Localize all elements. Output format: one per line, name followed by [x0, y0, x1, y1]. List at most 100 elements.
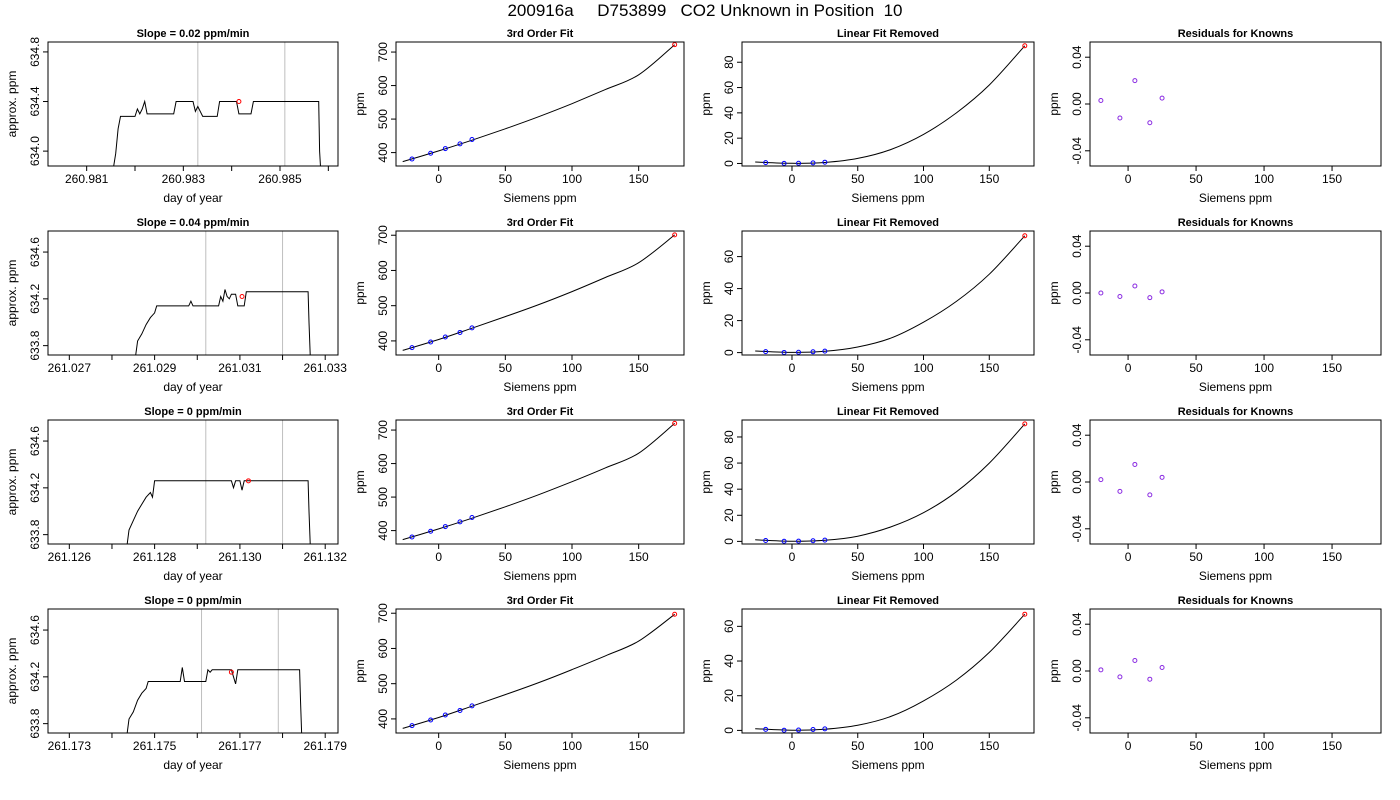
y-tick-label: 0.00	[1070, 281, 1084, 305]
y-tick-label: 40	[722, 654, 736, 668]
known-point	[442, 334, 448, 340]
x-tick-label: 0	[1125, 172, 1132, 186]
panel-title: Linear Fit Removed	[837, 406, 939, 418]
y-tick-label: 634.6	[28, 426, 42, 456]
x-tick-label: 0	[435, 739, 442, 753]
x-tick-label: 50	[499, 172, 513, 186]
x-tick-label: 50	[1189, 739, 1203, 753]
known-point	[469, 703, 475, 709]
y-tick-label: 700	[376, 42, 390, 62]
x-axis-label: Siemens ppm	[503, 380, 576, 394]
residual-point	[1132, 657, 1138, 663]
x-axis-label: Siemens ppm	[503, 191, 576, 205]
known-point	[796, 727, 802, 733]
y-tick-label: 0.04	[1070, 423, 1084, 447]
panel-title: Slope = 0 ppm/min	[144, 595, 242, 607]
known-point	[442, 146, 448, 152]
x-tick-label: 261.179	[304, 739, 348, 753]
y-tick-label: 633.8	[28, 708, 42, 738]
known-point	[810, 727, 816, 733]
y-tick-label: 634.8	[28, 37, 42, 67]
plot-area	[126, 667, 303, 733]
x-tick-label: 50	[851, 361, 865, 375]
known-point	[763, 160, 769, 166]
x-tick-label: 50	[851, 550, 865, 564]
x-axis-label: day of year	[163, 191, 222, 205]
x-tick-label: 100	[1254, 172, 1274, 186]
x-tick-label: 0	[789, 739, 796, 753]
x-tick-label: 150	[1322, 739, 1342, 753]
y-tick-label: 0.00	[1070, 470, 1084, 494]
plot-frame	[395, 41, 685, 167]
y-axis-label: ppm	[699, 92, 713, 115]
y-tick-label: 20	[722, 131, 736, 145]
x-tick-label: 150	[979, 361, 999, 375]
y-tick-label: 500	[376, 109, 390, 129]
panel-r4-c2: 3rd Order Fit 0 50 100 150 Siemens ppm 400 500 6…	[353, 595, 685, 772]
known-point	[428, 717, 434, 723]
known-point	[822, 159, 828, 165]
y-tick-label: 80	[722, 430, 736, 444]
y-tick-label: 0.04	[1070, 612, 1084, 636]
unknown-point	[239, 294, 245, 300]
unknown-point	[1022, 421, 1028, 427]
x-tick-label: 261.132	[304, 550, 348, 564]
panel-title: Residuals for Knowns	[1178, 595, 1294, 607]
x-tick-label: 50	[1189, 550, 1203, 564]
panel-title: Linear Fit Removed	[837, 28, 939, 40]
residual-point	[1132, 283, 1138, 289]
plot-frame	[1089, 230, 1382, 356]
series-line	[126, 480, 311, 544]
plot-frame	[741, 41, 1035, 167]
known-point	[469, 325, 475, 331]
plot-frame	[741, 230, 1035, 356]
fit-curve	[402, 423, 676, 541]
known-point	[409, 723, 415, 729]
y-axis-label: ppm	[353, 92, 367, 115]
y-tick-label: 400	[376, 520, 390, 540]
residual-point	[1147, 492, 1153, 498]
known-point	[810, 160, 816, 166]
x-tick-label: 261.027	[48, 361, 92, 375]
known-point	[428, 150, 434, 156]
y-tick-label: 600	[376, 75, 390, 95]
panel-r2-c4: Residuals for Knowns 0 50 100 150 Siemens ppm…	[1047, 217, 1382, 394]
known-point	[822, 348, 828, 354]
x-tick-label: 261.130	[218, 550, 262, 564]
y-tick-label: 40	[722, 106, 736, 120]
known-point	[810, 349, 816, 355]
fit-curve	[755, 423, 1026, 542]
page-title: 200916a D753899 CO2 Unknown in Position …	[507, 1, 903, 20]
unknown-point	[672, 232, 678, 238]
x-axis-label: Siemens ppm	[1199, 191, 1272, 205]
x-tick-label: 0	[789, 550, 796, 564]
x-tick-label: 150	[629, 361, 649, 375]
x-tick-label: 260.983	[162, 172, 206, 186]
panel-r3-c2: 3rd Order Fit 0 50 100 150 Siemens ppm 400 500 6…	[353, 406, 685, 583]
known-point	[781, 160, 787, 166]
panel-title: Slope = 0 ppm/min	[144, 406, 242, 418]
plot-frame	[395, 608, 685, 734]
y-tick-label: 0.00	[1070, 92, 1084, 116]
x-tick-label: 100	[562, 550, 582, 564]
x-tick-label: 261.173	[48, 739, 92, 753]
plot-area	[755, 233, 1028, 355]
x-tick-label: 261.031	[218, 361, 262, 375]
x-tick-label: 100	[1254, 550, 1274, 564]
residual-point	[1098, 290, 1104, 296]
residual-point	[1098, 667, 1104, 673]
series-line	[135, 289, 311, 355]
unknown-point	[236, 99, 242, 105]
x-tick-label: 100	[913, 739, 933, 753]
known-point	[442, 712, 448, 718]
y-tick-label: 0.04	[1070, 234, 1084, 258]
x-axis-label: Siemens ppm	[1199, 569, 1272, 583]
y-tick-label: 0	[722, 349, 736, 356]
y-tick-label: 634.2	[28, 284, 42, 314]
y-tick-label: 634.0	[28, 136, 42, 166]
x-tick-label: 100	[562, 739, 582, 753]
known-point	[781, 349, 787, 355]
plot-area	[1098, 461, 1165, 498]
plot-area	[1098, 657, 1165, 682]
x-tick-label: 50	[851, 739, 865, 753]
